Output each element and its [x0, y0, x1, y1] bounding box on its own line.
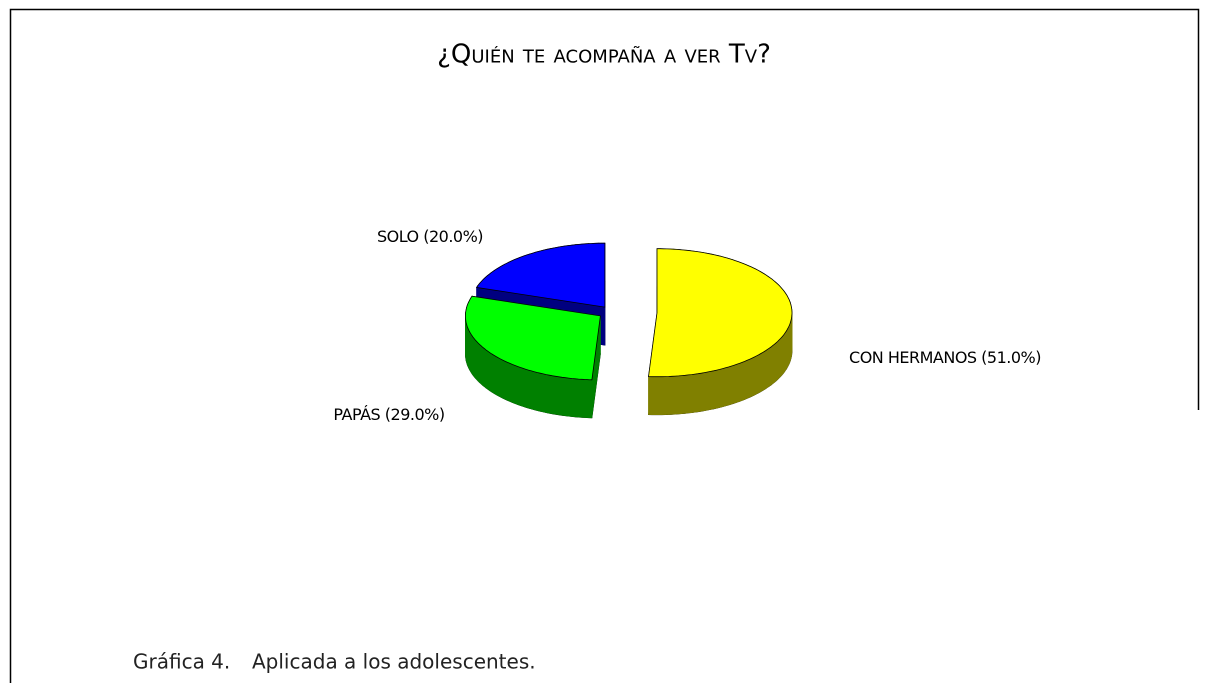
slice-side	[697, 372, 702, 413]
value-label: 20.0%	[429, 227, 478, 246]
caption-number: Gráfica 4.	[133, 650, 230, 674]
slice-side	[658, 376, 663, 415]
slice-side	[671, 375, 676, 415]
slice-side	[741, 360, 745, 401]
slice-side	[552, 375, 556, 415]
slice-side	[733, 363, 738, 404]
slice-side	[531, 370, 535, 411]
slice-side	[499, 358, 503, 399]
slice-side	[511, 363, 516, 404]
slice-side	[654, 376, 659, 415]
slice-side	[581, 378, 586, 418]
slice-side	[756, 354, 760, 395]
slice-side	[549, 374, 553, 415]
slice-side	[739, 361, 743, 402]
slice-label: PAPÁS (29.0%)	[333, 405, 444, 424]
slice	[648, 248, 793, 378]
category-label: SOLO	[377, 227, 419, 246]
category-label: PAPÁS	[333, 405, 380, 424]
slice-side	[710, 370, 714, 410]
slice-side	[716, 369, 721, 409]
slice-side	[519, 366, 524, 407]
slice-side	[762, 350, 766, 391]
slice	[465, 295, 601, 419]
slice-side	[534, 371, 538, 411]
slice-side	[546, 374, 550, 414]
slice-side	[701, 372, 705, 412]
slice-side	[539, 372, 544, 413]
slice-side	[691, 373, 696, 413]
slice-side	[688, 374, 692, 414]
slice-side	[713, 369, 718, 410]
slice-side	[758, 352, 762, 394]
category-label: CON HERMANOS	[849, 348, 977, 367]
slice-label: CON HERMANOS (51.0%)	[849, 348, 1041, 367]
slice-side	[728, 365, 732, 406]
slice-side	[704, 371, 708, 411]
slice-side	[536, 372, 541, 412]
slice-side	[746, 358, 750, 399]
slice-side	[751, 356, 755, 397]
slice-side	[543, 373, 547, 413]
slice-side	[504, 360, 508, 401]
slice-side	[495, 355, 499, 397]
slice-side	[525, 368, 529, 409]
slice-side	[661, 376, 666, 416]
slice-side	[514, 364, 518, 405]
frame	[9, 8, 1200, 683]
slice-side	[522, 367, 526, 408]
chart-title: ¿Quién te acompaña a ver Tv?	[437, 40, 771, 70]
slice-side	[754, 355, 757, 396]
slice-side	[684, 374, 689, 414]
slice-side	[584, 379, 589, 419]
slice	[475, 242, 606, 308]
caption-text: Aplicada a los adolescentes.	[252, 650, 536, 674]
slice	[648, 248, 793, 416]
slice-side	[517, 365, 521, 406]
slice-side	[509, 362, 513, 403]
slice-side	[707, 371, 711, 411]
slice-side	[568, 377, 573, 417]
slice-side	[565, 377, 569, 417]
value-label: 29.0%	[391, 405, 440, 424]
slice-side	[678, 375, 683, 415]
slice-side	[493, 354, 497, 395]
slice-side	[675, 375, 679, 415]
slice-side	[665, 376, 669, 415]
slice-side	[744, 359, 748, 400]
slice-side	[502, 359, 506, 400]
slice-side	[719, 368, 723, 408]
slice-side	[668, 375, 673, 415]
slice-side	[555, 375, 560, 416]
slice-side	[558, 376, 563, 416]
slice-side	[571, 378, 576, 418]
slice-label: SOLO (20.0%)	[377, 227, 483, 246]
slice-side	[578, 378, 583, 418]
slice-side	[694, 373, 699, 413]
slice-side	[760, 351, 764, 392]
slice-side	[725, 366, 729, 407]
slice	[465, 295, 601, 381]
slice-side	[681, 374, 686, 414]
slice-side	[528, 369, 532, 410]
slice-side	[497, 357, 501, 398]
slice-side	[731, 364, 735, 405]
slice-side	[506, 361, 510, 402]
slice-side	[588, 379, 593, 419]
value-label: 51.0%	[987, 348, 1036, 367]
slice-side	[736, 362, 740, 403]
slice-side	[749, 357, 753, 398]
slice-side	[561, 376, 566, 417]
slice-side	[574, 378, 579, 418]
slice-side	[722, 367, 726, 407]
